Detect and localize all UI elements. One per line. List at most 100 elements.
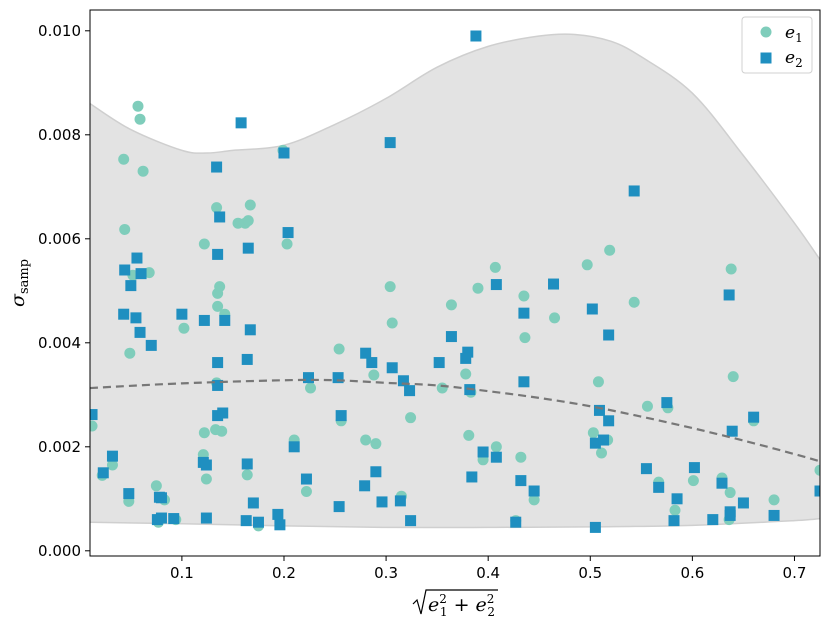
y-tick-label: 0.010: [38, 22, 81, 40]
point-e1: [641, 400, 653, 412]
y-axis-label: σsamp: [7, 259, 32, 307]
point-e1: [132, 100, 144, 112]
point-e1: [463, 429, 475, 441]
x-tick-label: 0.2: [272, 564, 296, 582]
point-e2: [397, 375, 409, 387]
point-e2: [131, 252, 143, 264]
x-tick-label: 0.6: [680, 564, 704, 582]
y-tick-label: 0.002: [38, 438, 81, 456]
point-e1: [384, 281, 396, 293]
point-e1: [212, 287, 224, 299]
point-e2: [653, 481, 665, 493]
point-e2: [671, 493, 683, 505]
point-e1: [124, 347, 136, 359]
point-e1: [587, 427, 599, 439]
point-e1: [198, 427, 210, 439]
x-tick-label: 0.7: [783, 564, 807, 582]
point-e2: [548, 278, 560, 290]
trend-curve: [90, 378, 820, 463]
band-fill: [90, 34, 820, 528]
legend-marker-e2: [760, 52, 772, 64]
point-e1: [515, 451, 527, 463]
point-e2: [518, 376, 530, 388]
point-e2: [123, 488, 135, 500]
point-e2: [130, 312, 142, 324]
data-points: [90, 30, 820, 533]
x-tick-label: 0.3: [374, 564, 398, 582]
point-e2: [640, 463, 652, 475]
point-e2: [603, 329, 615, 341]
point-e1: [814, 464, 820, 476]
point-e1: [489, 261, 501, 273]
svg-text:σsamp: σsamp: [7, 259, 32, 307]
point-e1: [106, 459, 118, 471]
point-e2: [272, 508, 284, 520]
point-e2: [716, 477, 728, 489]
point-e2: [768, 509, 780, 521]
point-e2: [518, 307, 530, 319]
point-e2: [462, 346, 474, 358]
point-e1: [118, 153, 130, 165]
point-e2: [282, 227, 294, 239]
point-e1: [687, 475, 699, 487]
point-e1: [305, 382, 317, 394]
point-e2: [490, 451, 502, 463]
point-e2: [212, 248, 224, 260]
point-e2: [404, 385, 416, 397]
point-e2: [200, 459, 212, 471]
point-e2: [593, 404, 605, 416]
point-e1: [628, 296, 640, 308]
point-e1: [592, 376, 604, 388]
point-e2: [603, 415, 615, 427]
point-e2: [360, 347, 372, 359]
point-e2: [384, 137, 396, 149]
point-e1: [360, 434, 372, 446]
point-e2: [240, 515, 252, 527]
point-e1: [669, 504, 681, 516]
point-e2: [235, 117, 247, 129]
point-e2: [814, 485, 820, 497]
point-e2: [332, 372, 344, 384]
point-e1: [725, 263, 737, 275]
point-e2: [252, 516, 264, 528]
point-e2: [278, 147, 290, 159]
band-upper-edge: [90, 33, 820, 261]
point-e2: [737, 497, 749, 509]
point-e2: [359, 480, 371, 492]
svg-text:e21 + e22: e2 1 + e2 2: [428, 592, 495, 619]
y-tick-label: 0.004: [38, 334, 81, 352]
point-e2: [155, 512, 167, 524]
y-tick-label: 0.006: [38, 230, 81, 248]
point-e2: [477, 446, 489, 458]
point-e2: [376, 496, 388, 508]
point-e2: [628, 185, 640, 197]
point-e2: [134, 326, 146, 338]
point-e2: [386, 362, 398, 374]
point-e1: [604, 244, 616, 256]
point-e1: [370, 438, 382, 450]
point-e1: [241, 469, 253, 481]
point-e2: [241, 353, 253, 365]
point-e1: [596, 447, 608, 459]
point-e1: [528, 494, 540, 506]
plot-frame: [89, 9, 821, 557]
point-e2: [242, 242, 254, 254]
point-e1: [460, 368, 472, 380]
point-e1: [211, 202, 223, 214]
point-e1: [519, 332, 531, 344]
point-e2: [288, 441, 300, 453]
point-e1: [724, 487, 736, 499]
point-e2: [176, 308, 188, 320]
point-e1: [281, 238, 293, 250]
point-e1: [137, 165, 149, 177]
y-tick-label: 0.000: [38, 542, 81, 560]
point-e1: [445, 299, 457, 311]
point-e1: [134, 113, 146, 125]
point-e2: [688, 462, 700, 474]
point-e2: [200, 512, 212, 524]
point-e2: [247, 497, 259, 509]
point-e2: [405, 515, 417, 527]
point-e2: [244, 324, 256, 336]
point-e2: [135, 268, 147, 280]
x-axis-label: e2 1 + e2 2: [412, 589, 498, 619]
